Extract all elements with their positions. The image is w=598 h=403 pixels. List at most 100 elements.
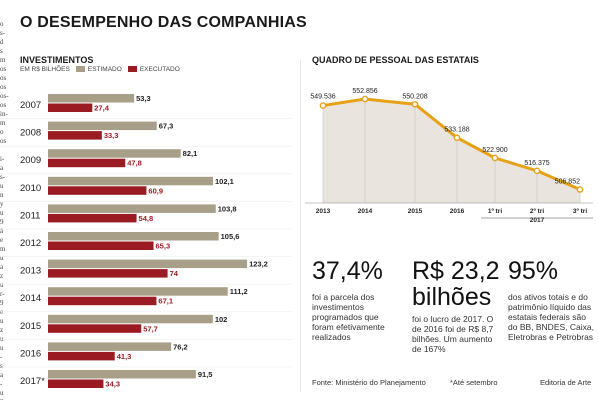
footer-source: Fonte: Ministério do Planejamento — [312, 378, 426, 387]
bar-estimated — [48, 121, 157, 131]
footer-note: *Até setembro — [450, 378, 498, 387]
bar-estimated — [48, 287, 228, 296]
bar-executed-label: 65,3 — [156, 242, 171, 251]
bar-executed-label: 74 — [170, 269, 179, 278]
area-point-label: 549.536 — [310, 94, 335, 101]
bar-estimated-label: 103,8 — [218, 204, 237, 213]
bar-executed — [48, 158, 126, 168]
bar-estimated-label: 53,3 — [136, 94, 151, 103]
area-point — [361, 95, 369, 103]
area-point-label: 506.852 — [555, 179, 580, 186]
bar-category-label: 2007 — [20, 100, 41, 111]
area-point — [491, 154, 499, 162]
legend-estimated-label: ESTIMADO — [87, 66, 122, 73]
bar-estimated-label: 91,5 — [198, 370, 213, 379]
bar-executed-label: 67,1 — [158, 297, 173, 306]
bar-estimated-label: 102,1 — [215, 177, 234, 186]
bar-category-label: 2016 — [20, 348, 41, 359]
stat-assets-share-value: 95% — [508, 257, 559, 285]
bar-category-label: 2011 — [20, 210, 40, 221]
invest-heading: INVESTIMENTOS — [20, 55, 94, 65]
column-divider — [300, 60, 301, 392]
investments-bar-chart: 2007 53,3 27,4 2008 67,3 33,3 2009 82,1 47,8 2010… — [0, 94, 292, 389]
bar-executed-label: 54,8 — [139, 214, 154, 223]
bar-estimated — [48, 342, 172, 351]
area-fill — [323, 99, 580, 203]
stat-assets-share-desc: dos ativos totais e do patrimônio líquid… — [508, 292, 594, 342]
invest-unit: EM R$ BILHÕES — [20, 66, 70, 73]
area-point-label: 552.856 — [352, 88, 377, 95]
bar-executed — [48, 213, 137, 223]
bar-estimated — [48, 314, 213, 324]
bar-executed-label: 27,4 — [94, 104, 109, 113]
stat-profit-desc: foi o lucro de 2017. O de 2016 foi de R$… — [412, 314, 494, 354]
area-point — [576, 186, 584, 193]
bar-executed — [48, 351, 115, 361]
bar-estimated-label: 111,2 — [230, 287, 248, 296]
bar-executed-label: 60,9 — [148, 186, 163, 195]
bar-estimated — [48, 204, 216, 213]
stat-investment-rate-value: 37,4% — [312, 257, 383, 285]
stat-investment-rate-desc: foi a parcela dos investimentos programa… — [312, 292, 385, 342]
staff-area-chart: 549.536 2013 552.856 2014 550.208 2015 533.188… — [305, 88, 593, 224]
bar-category-label: 2012 — [20, 238, 41, 249]
stat-investment-rate: 37,4% foi a parcela dos investimentos pr… — [312, 258, 400, 342]
area-point — [411, 100, 419, 108]
bar-estimated — [48, 94, 135, 103]
bar-category-label: 2015 — [20, 321, 41, 332]
area-point-label: 516.375 — [524, 160, 549, 167]
bar-estimated-label: 67,3 — [159, 122, 174, 131]
staff-heading: QUADRO DE PESSOAL DAS ESTATAIS — [312, 55, 479, 65]
bar-executed-label: 34,3 — [105, 380, 120, 389]
bar-estimated-label: 82,1 — [183, 149, 198, 158]
bar-estimated — [48, 149, 181, 158]
bar-executed — [48, 296, 157, 306]
bar-category-label: 2013 — [20, 266, 41, 277]
bar-category-label: 2017* — [20, 376, 45, 387]
bar-executed — [48, 324, 142, 333]
bar-executed-label: 57,7 — [143, 324, 158, 333]
area-point-label: 522.900 — [482, 147, 507, 154]
stat-profit-value: R$ 23,2 — [412, 257, 500, 285]
invest-legend: EM R$ BILHÕES ESTIMADO EXECUTADO — [20, 66, 180, 73]
bar-executed — [48, 103, 93, 112]
x-tick-label: 1º tri — [488, 208, 502, 215]
x-group-label: 2017 — [530, 217, 545, 224]
legend-estimated-swatch — [75, 66, 85, 73]
stat-profit-unit: bilhões — [412, 283, 492, 311]
footer-credit: Editoria de Arte — [540, 378, 592, 387]
x-tick-label: 2013 — [316, 208, 331, 215]
area-point — [319, 102, 327, 109]
bar-estimated — [48, 176, 213, 186]
x-tick-label: 2014 — [358, 208, 373, 215]
cropped-article-text: o s- d s m os os os os- os in- m o os i-… — [0, 20, 9, 400]
bar-category-label: 2008 — [20, 128, 41, 139]
page-title: O DESEMPENHO DAS COMPANHIAS — [20, 14, 307, 31]
bar-executed — [48, 131, 102, 140]
bar-estimated-label: 123,2 — [249, 260, 268, 269]
x-tick-label: 2º tri — [530, 208, 544, 215]
bar-estimated — [48, 232, 219, 241]
area-point-label: 533.188 — [444, 127, 469, 134]
bar-category-label: 2010 — [20, 183, 41, 194]
legend-executed-label: EXECUTADO — [139, 66, 180, 73]
area-point — [533, 167, 541, 175]
x-tick-label: 2015 — [408, 208, 423, 215]
stat-assets-share: 95% dos ativos totais e do patrimônio lí… — [508, 258, 594, 342]
legend-executed: EXECUTADO — [127, 66, 180, 73]
bar-estimated-label: 102 — [215, 315, 228, 324]
bar-estimated-label: 105,6 — [221, 232, 240, 241]
bar-executed-label: 33,3 — [104, 131, 119, 140]
bar-executed — [48, 379, 104, 388]
area-point — [453, 134, 461, 142]
bar-executed-label: 47,8 — [127, 159, 142, 168]
bar-category-label: 2009 — [20, 155, 41, 166]
stat-profit: R$ 23,2 bilhões foi o lucro de 2017. O d… — [412, 258, 500, 354]
bar-estimated-label: 76,2 — [173, 342, 188, 351]
bar-executed — [48, 186, 147, 195]
area-point-label: 550.208 — [402, 93, 427, 100]
bar-executed — [48, 241, 154, 250]
x-tick-label: 2016 — [450, 208, 465, 215]
bar-category-label: 2014 — [20, 293, 41, 304]
legend-estimated: ESTIMADO — [75, 66, 122, 73]
